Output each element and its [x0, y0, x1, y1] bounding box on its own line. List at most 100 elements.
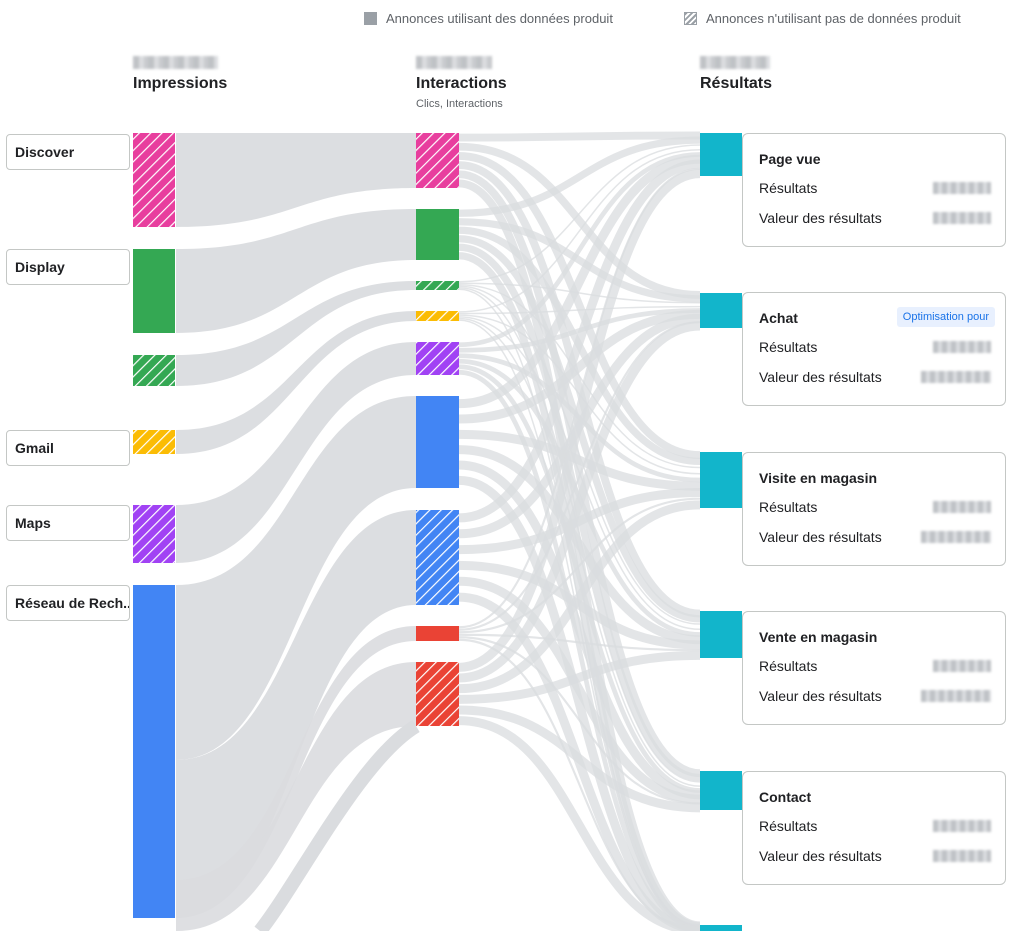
legend-solid-label: Annonces utilisant des données produit [386, 11, 613, 26]
interactions-to-results-flows [458, 131, 701, 931]
outcome-value-row: Valeur des résultats [759, 369, 991, 385]
flow-interaction-result [458, 131, 701, 142]
flow-interaction-result [458, 148, 701, 313]
outcome-card-purchase[interactable]: Achat Optimisation pour Résultats Valeur… [742, 292, 1006, 406]
flow-interaction-result [458, 500, 701, 694]
flow-gmail [176, 311, 416, 454]
node-search-impressions [133, 585, 175, 918]
flow-interaction-result [458, 284, 701, 469]
flow-search-hatched [176, 510, 416, 918]
flow-interaction-result [458, 161, 701, 618]
node-red-hatched-interactions-hatch [416, 662, 459, 726]
flow-interaction-result [458, 716, 701, 931]
value-blurred [921, 690, 991, 702]
flow-interaction-result [458, 560, 701, 650]
node-maps-interactions-hatch [416, 342, 459, 375]
outcome-value-row: Valeur des résultats [759, 210, 991, 226]
node-purchase-result [700, 293, 742, 328]
flow-interaction-result [458, 321, 701, 631]
node-discover-interactions-hatch [416, 133, 459, 188]
flow-interaction-result [458, 152, 701, 348]
flow-interaction-result [458, 650, 701, 704]
legend-solid: Annonces utilisant des données produit [364, 11, 613, 26]
node-red-interactions [416, 626, 459, 641]
outcome-title: Page vue [759, 151, 821, 167]
results-value-blurred [933, 660, 991, 672]
flow-interaction-result [458, 309, 701, 424]
solid-swatch-icon [364, 12, 377, 25]
results-total-blurred [700, 56, 770, 69]
flow-search [176, 396, 416, 760]
value-label: Valeur des résultats [759, 848, 882, 864]
value-label: Valeur des résultats [759, 210, 882, 226]
results-header: Résultats [700, 56, 772, 93]
node-extra-result [700, 925, 742, 931]
value-blurred [921, 531, 991, 543]
optimization-badge: Optimisation pour [896, 307, 995, 327]
outcome-title: Visite en magasin [759, 470, 878, 486]
node-search-interactions [416, 396, 459, 488]
flow-interaction-result [458, 151, 701, 460]
flow-interaction-result [458, 144, 701, 283]
source-discover[interactable]: Discover [6, 134, 130, 170]
outcome-card-contact[interactable]: Contact Résultats Valeur des résultats [742, 771, 1006, 885]
results-label: Résultats [759, 499, 818, 515]
flow-discover [176, 133, 416, 227]
flow-interaction-result [458, 429, 701, 491]
legend-hatched-label: Annonces n'utilisant pas de données prod… [706, 11, 961, 26]
source-display[interactable]: Display [6, 249, 130, 285]
flow-interaction-result [458, 475, 701, 931]
node-store-sale-result [700, 611, 742, 658]
results-title: Résultats [700, 75, 773, 92]
value-blurred [933, 850, 991, 862]
outcome-card-page-view[interactable]: Page vue Résultats Valeur des résultats [742, 133, 1006, 247]
flow-red-hatched [176, 662, 416, 931]
hatched-swatch-icon [684, 12, 697, 25]
source-maps[interactable]: Maps [6, 505, 130, 541]
flow-interaction-result [458, 305, 701, 315]
source-label: Display [15, 259, 65, 275]
outcome-card-store-visit[interactable]: Visite en magasin Résultats Valeur des r… [742, 452, 1006, 566]
outcome-value-row: Valeur des résultats [759, 529, 991, 545]
flow-interaction-result [458, 218, 701, 303]
source-label: Maps [15, 515, 51, 531]
node-display-impressions [133, 249, 175, 333]
flow-red [176, 626, 416, 918]
node-display-hatched-interactions-hatch [416, 281, 459, 290]
flow-interaction-result [458, 287, 701, 783]
node-gmail-impressions-hatch [133, 430, 175, 454]
results-value-blurred [933, 182, 991, 194]
results-value-blurred [933, 341, 991, 353]
results-value-blurred [933, 820, 991, 832]
flow-interaction-result [458, 321, 701, 683]
flow-interaction-result [458, 460, 701, 800]
outcome-card-store-sale[interactable]: Vente en magasin Résultats Valeur des ré… [742, 611, 1006, 725]
flow-interaction-result [458, 282, 701, 304]
impressions-header: Impressions [133, 56, 227, 93]
node-search-hatched-interactions-hatch [416, 510, 459, 605]
flow-interaction-result [458, 497, 701, 634]
interactions-header: Interactions Clics, Interactions [416, 56, 507, 110]
node-contact-result [700, 771, 742, 810]
value-label: Valeur des résultats [759, 529, 882, 545]
results-label: Résultats [759, 180, 818, 196]
legend-hatched: Annonces n'utilisant pas de données prod… [684, 11, 961, 26]
results-label: Résultats [759, 339, 818, 355]
node-maps-impressions-hatch [133, 505, 175, 563]
interactions-title: Interactions [416, 75, 507, 92]
outcome-title: Contact [759, 789, 812, 805]
flow-interaction-result [458, 445, 701, 645]
source-gmail[interactable]: Gmail [6, 430, 130, 466]
flow-interaction-result [458, 136, 701, 217]
source-search-network[interactable]: Réseau de Rech... [6, 585, 130, 621]
flow-display [176, 209, 416, 333]
value-label: Valeur des résultats [759, 688, 882, 704]
outcome-title: Achat [759, 310, 798, 326]
node-store-visit-result [700, 452, 742, 508]
outcome-results-row: Résultats [759, 180, 991, 196]
flow-interaction-result [458, 169, 701, 672]
flow-interaction-result [458, 285, 701, 625]
node-gmail-interactions-hatch [416, 311, 459, 321]
interactions-total-blurred [416, 56, 492, 69]
